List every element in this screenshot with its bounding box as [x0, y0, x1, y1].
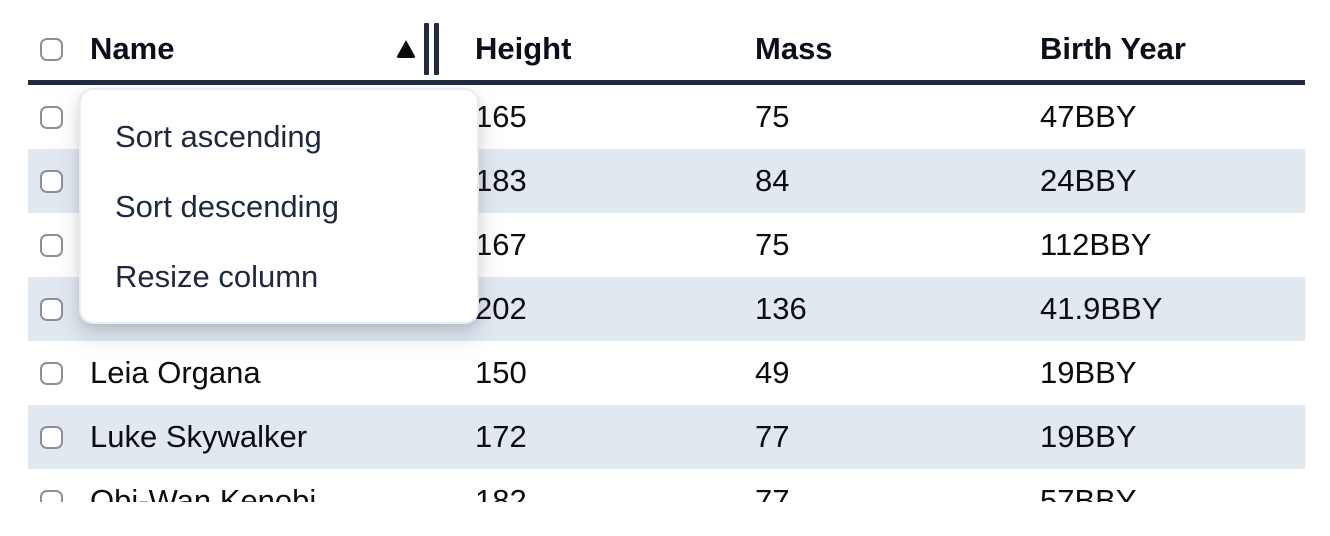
column-header-birth-year-label: Birth Year — [1040, 31, 1186, 66]
cell-birth-year: 57BBY — [1040, 483, 1137, 502]
column-header-name-label: Name — [90, 31, 175, 66]
row-checkbox[interactable] — [40, 105, 63, 129]
cell-mass: 136 — [755, 291, 807, 326]
table-row[interactable]: 165 75 47BBY — [28, 85, 1305, 149]
column-header-mass[interactable]: Mass — [735, 0, 1020, 80]
cell-height: 183 — [475, 163, 527, 198]
cell-height: 182 — [475, 483, 527, 502]
cell-height: 167 — [475, 227, 527, 262]
cell-birth-year: 24BBY — [1040, 163, 1137, 198]
row-select-cell — [28, 405, 76, 469]
column-context-menu: Sort ascending Sort descending Resize co… — [79, 88, 479, 324]
menu-item-resize-column[interactable]: Resize column — [115, 259, 319, 294]
cell-mass: 49 — [755, 355, 790, 390]
column-header-name[interactable]: Name — [76, 0, 455, 80]
row-select-cell — [28, 469, 76, 502]
cell-height: 172 — [475, 419, 527, 454]
cell-name: Luke Skywalker — [90, 419, 308, 454]
row-checkbox[interactable] — [40, 489, 63, 502]
row-select-cell — [28, 149, 76, 213]
cell-mass: 77 — [755, 419, 790, 454]
table-row[interactable]: Obi-Wan Kenobi 182 77 57BBY — [28, 469, 1305, 502]
row-checkbox[interactable] — [40, 425, 63, 449]
table-row[interactable]: Luke Skywalker 172 77 19BBY — [28, 405, 1305, 469]
menu-item-sort-descending[interactable]: Sort descending — [115, 189, 340, 224]
select-all-checkbox[interactable] — [40, 37, 63, 61]
table-row[interactable]: 167 75 112BBY — [28, 213, 1305, 277]
row-checkbox[interactable] — [40, 361, 63, 385]
sort-ascending-icon — [396, 40, 416, 58]
cell-birth-year: 47BBY — [1040, 99, 1137, 134]
row-select-cell — [28, 341, 76, 405]
cell-name: Obi-Wan Kenobi — [90, 483, 317, 502]
row-checkbox[interactable] — [40, 297, 63, 321]
cell-birth-year: 41.9BBY — [1040, 291, 1163, 326]
row-checkbox[interactable] — [40, 169, 63, 193]
cell-mass: 77 — [755, 483, 790, 502]
cell-mass: 75 — [755, 227, 790, 262]
row-checkbox[interactable] — [40, 233, 63, 257]
row-select-cell — [28, 277, 76, 341]
cell-birth-year: 19BBY — [1040, 419, 1137, 454]
column-header-height-label: Height — [475, 31, 572, 66]
column-header-height[interactable]: Height — [455, 0, 735, 80]
cell-birth-year: 19BBY — [1040, 355, 1137, 390]
menu-item-sort-ascending[interactable]: Sort ascending — [115, 119, 322, 154]
cell-mass: 75 — [755, 99, 790, 134]
row-select-cell — [28, 213, 76, 277]
column-header-birth-year[interactable]: Birth Year — [1020, 0, 1305, 80]
column-header-mass-label: Mass — [755, 31, 833, 66]
table-header-row: Name Height Mass Birth Year — [28, 0, 1305, 85]
header-select-cell — [28, 0, 76, 80]
table-row[interactable]: Leia Organa 150 49 19BBY — [28, 341, 1305, 405]
cell-height: 165 — [475, 99, 527, 134]
column-resize-handle-icon[interactable] — [424, 23, 439, 75]
cell-name: Leia Organa — [90, 355, 261, 390]
cell-height: 150 — [475, 355, 527, 390]
row-select-cell — [28, 85, 76, 149]
cell-birth-year: 112BBY — [1040, 227, 1152, 262]
cell-mass: 84 — [755, 163, 790, 198]
cell-height: 202 — [475, 291, 527, 326]
